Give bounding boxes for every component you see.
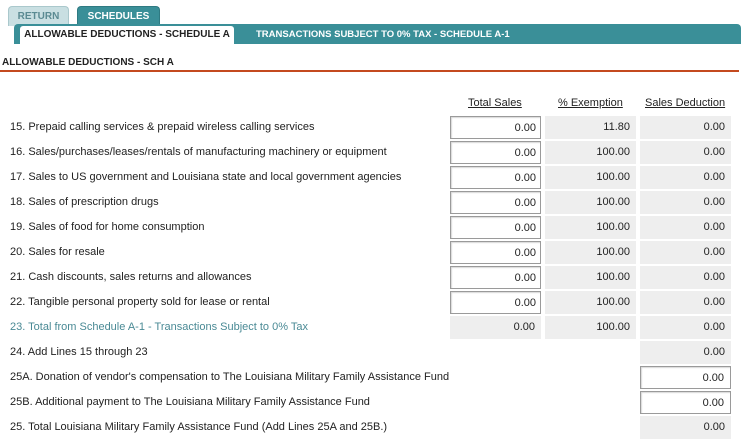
subtab-schedule-a1[interactable]: TRANSACTIONS SUBJECT TO 0% TAX - SCHEDUL… — [256, 29, 510, 40]
line-23-row: 23. Total from Schedule A-1 - Transactio… — [0, 315, 747, 340]
line-25b-label: 25B. Additional payment to The Louisiana… — [10, 396, 370, 408]
line-19-total-sales-input[interactable]: 0.00 — [450, 216, 541, 239]
line-20-deduction-value: 0.00 — [640, 241, 731, 264]
line-25-label: 25. Total Louisiana Military Family Assi… — [10, 421, 388, 433]
line-18-exemption-value: 100.00 — [545, 191, 636, 214]
line-22-exemption-value: 100.00 — [545, 291, 636, 314]
line-21-exemption-value: 100.00 — [545, 266, 636, 289]
line-21-deduction-value: 0.00 — [640, 266, 731, 289]
section-divider — [0, 70, 739, 72]
subtab-schedule-a[interactable]: ALLOWABLE DEDUCTIONS - SCHEDULE A — [20, 26, 234, 44]
column-header-sales-deduction: Sales Deduction — [645, 97, 726, 109]
line-22-total-sales-input[interactable]: 0.00 — [450, 291, 541, 314]
section-title: ALLOWABLE DEDUCTIONS - SCH A — [2, 57, 174, 68]
line-17-label: 17. Sales to US government and Louisiana… — [10, 171, 402, 183]
line-20-row: 20. Sales for resale 0.00 100.00 0.00 — [0, 240, 747, 265]
line-20-exemption-value: 100.00 — [545, 241, 636, 264]
line-25a-label: 25A. Donation of vendor's compensation t… — [10, 371, 450, 383]
line-15-deduction-value: 0.00 — [640, 116, 731, 139]
line-22-row: 22. Tangible personal property sold for … — [0, 290, 747, 315]
line-19-exemption-value: 100.00 — [545, 216, 636, 239]
line-25b-row: 25B. Additional payment to The Louisiana… — [0, 390, 747, 415]
column-header-pct-exemption: % Exemption — [558, 97, 623, 109]
line-16-row: 16. Sales/purchases/leases/rentals of ma… — [0, 140, 747, 165]
line-15-exemption-value: 11.80 — [545, 116, 636, 139]
line-25-row: 25. Total Louisiana Military Family Assi… — [0, 415, 747, 440]
line-16-exemption-value: 100.00 — [545, 141, 636, 164]
line-25b-payment-input[interactable]: 0.00 — [640, 391, 731, 414]
line-15-row: 15. Prepaid calling services & prepaid w… — [0, 115, 747, 140]
line-20-label: 20. Sales for resale — [10, 246, 105, 258]
line-21-total-sales-input[interactable]: 0.00 — [450, 266, 541, 289]
line-23-schedule-a1-link[interactable]: 23. Total from Schedule A-1 - Transactio… — [10, 321, 308, 333]
tab-schedules[interactable]: SCHEDULES — [77, 6, 160, 26]
line-25-total-value: 0.00 — [640, 416, 731, 439]
line-16-label: 16. Sales/purchases/leases/rentals of ma… — [10, 146, 387, 158]
line-24-row: 24. Add Lines 15 through 23 0.00 — [0, 340, 747, 365]
line-23-exemption-value: 100.00 — [545, 316, 636, 339]
line-25a-donation-input[interactable]: 0.00 — [640, 366, 731, 389]
line-15-total-sales-input[interactable]: 0.00 — [450, 116, 541, 139]
line-17-exemption-value: 100.00 — [545, 166, 636, 189]
line-18-total-sales-input[interactable]: 0.00 — [450, 191, 541, 214]
line-16-total-sales-input[interactable]: 0.00 — [450, 141, 541, 164]
line-22-label: 22. Tangible personal property sold for … — [10, 296, 270, 308]
line-15-label: 15. Prepaid calling services & prepaid w… — [10, 121, 315, 133]
line-19-label: 19. Sales of food for home consumption — [10, 221, 205, 233]
line-16-deduction-value: 0.00 — [640, 141, 731, 164]
line-22-deduction-value: 0.00 — [640, 291, 731, 314]
line-18-label: 18. Sales of prescription drugs — [10, 196, 159, 208]
line-21-row: 21. Cash discounts, sales returns and al… — [0, 265, 747, 290]
line-17-deduction-value: 0.00 — [640, 166, 731, 189]
tab-return[interactable]: RETURN — [8, 6, 69, 26]
line-24-label: 24. Add Lines 15 through 23 — [10, 346, 148, 358]
line-24-total-value: 0.00 — [640, 341, 731, 364]
line-18-row: 18. Sales of prescription drugs 0.00 100… — [0, 190, 747, 215]
line-17-total-sales-input[interactable]: 0.00 — [450, 166, 541, 189]
line-23-deduction-value: 0.00 — [640, 316, 731, 339]
line-20-total-sales-input[interactable]: 0.00 — [450, 241, 541, 264]
line-17-row: 17. Sales to US government and Louisiana… — [0, 165, 747, 190]
line-19-row: 19. Sales of food for home consumption 0… — [0, 215, 747, 240]
line-25a-row: 25A. Donation of vendor's compensation t… — [0, 365, 747, 390]
line-23-total-sales-value: 0.00 — [450, 316, 541, 339]
column-header-total-sales: Total Sales — [468, 97, 522, 109]
line-18-deduction-value: 0.00 — [640, 191, 731, 214]
line-21-label: 21. Cash discounts, sales returns and al… — [10, 271, 252, 283]
line-19-deduction-value: 0.00 — [640, 216, 731, 239]
schedule-subtab-bar: ALLOWABLE DEDUCTIONS - SCHEDULE A TRANSA… — [14, 24, 741, 44]
